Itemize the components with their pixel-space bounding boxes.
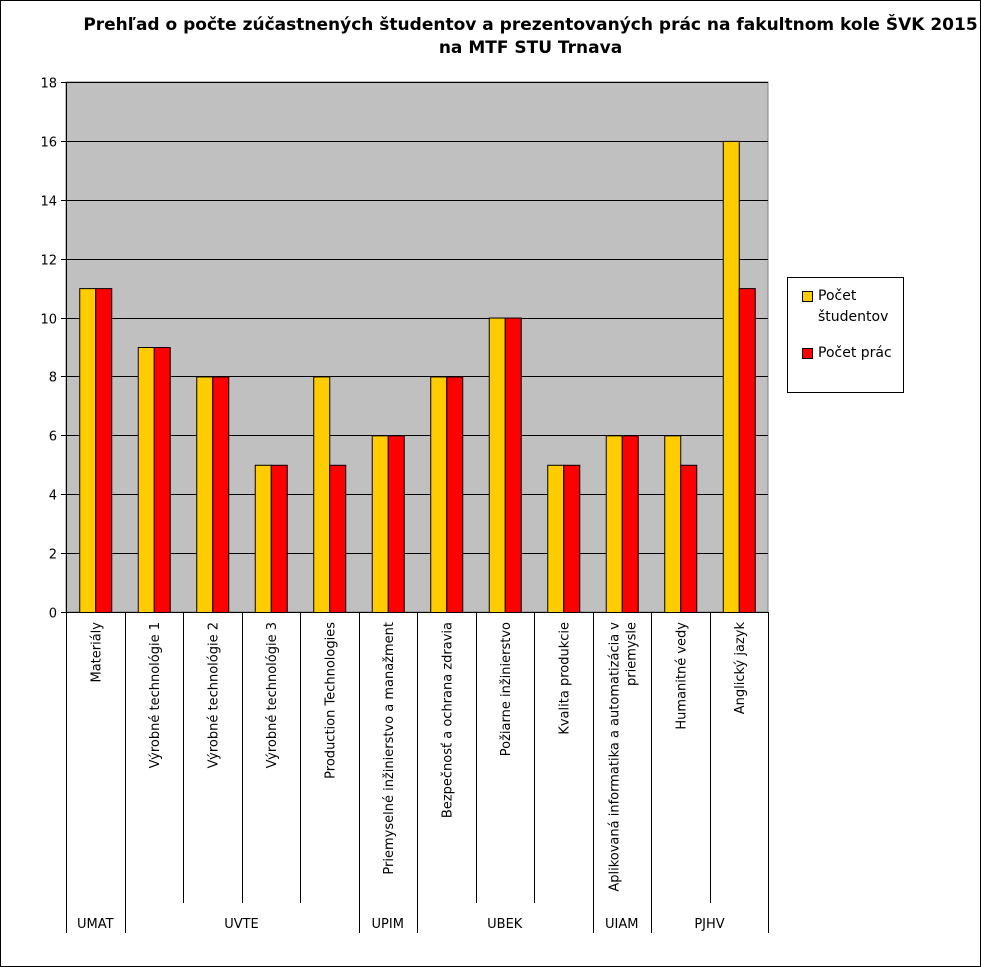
legend-item-works: Počet prác	[802, 343, 898, 364]
chart-title-line-2: na MTF STU Trnava	[438, 38, 623, 58]
category-label: Materiály	[89, 622, 104, 683]
bar-works	[504, 317, 522, 613]
legend-label-works: Počet prác	[818, 345, 892, 361]
bar-works	[387, 435, 405, 614]
category-label: Bezpečnosť a ochrana zdravia	[440, 622, 455, 818]
y-tick-label: 2	[49, 548, 57, 563]
y-tick-label: 4	[49, 489, 57, 504]
y-tick-label: 12	[40, 254, 57, 269]
group-label: UPIM	[372, 917, 404, 932]
bar-works	[446, 376, 464, 614]
bar-works	[738, 288, 756, 613]
category-label: Anglický jazyk	[733, 622, 748, 715]
group-label: UVTE	[224, 917, 259, 932]
bar-works	[270, 464, 288, 613]
bar-students	[430, 376, 448, 614]
bar-works	[621, 435, 639, 614]
chart-title: Prehľad o počte zúčastnených študentov a…	[0, 14, 981, 60]
category-label: Aplikovaná informatika a automatizácia v	[607, 622, 622, 892]
category-label: Požiarne inžinierstvo	[499, 622, 514, 756]
group-label: UIAM	[605, 917, 638, 932]
bar-students	[137, 347, 155, 613]
y-tick-label: 14	[40, 195, 57, 210]
category-label: priemysle	[624, 622, 639, 686]
category-label: Production Technologies	[323, 622, 338, 779]
bar-students	[254, 464, 272, 613]
y-tick-label: 16	[40, 136, 57, 151]
y-tick-label: 18	[40, 77, 57, 92]
legend: Počet študentov Počet prác	[787, 277, 904, 393]
group-label: PJHV	[694, 917, 724, 932]
legend-label-students: Počet študentov	[818, 288, 889, 325]
y-tick-label: 6	[49, 430, 57, 445]
bar-students	[547, 464, 565, 613]
bar-students	[371, 435, 389, 614]
bar-works	[563, 464, 581, 613]
bar-students	[664, 435, 682, 614]
y-tick-label: 0	[49, 607, 57, 622]
category-label: Výrobné technológie 1	[148, 622, 163, 768]
group-label: UBEK	[487, 917, 523, 932]
bar-students	[196, 376, 214, 614]
chart-title-line-1: Prehľad o počte zúčastnených študentov a…	[83, 15, 978, 35]
bar-students	[79, 288, 97, 613]
group-label: UMAT	[77, 917, 114, 932]
y-tick-label: 8	[49, 371, 57, 386]
y-tick-label: 10	[40, 313, 57, 328]
category-label: Výrobné technológie 3	[265, 622, 280, 768]
bar-works	[153, 347, 171, 613]
legend-swatch-students	[802, 291, 813, 302]
category-label: Výrobné technológie 2	[206, 622, 221, 768]
category-label: Kvalita produkcie	[557, 622, 572, 735]
bar-works	[329, 464, 347, 613]
bar-students	[313, 376, 331, 614]
bar-students	[722, 140, 740, 613]
bar-works	[680, 464, 698, 613]
bar-students	[488, 317, 506, 613]
plot-area	[65, 81, 769, 613]
category-label: Humanitné vedy	[674, 622, 689, 730]
bar-students	[605, 435, 623, 614]
category-label: Priemyselné inžinierstvo a manažment	[382, 622, 397, 875]
bar-works	[95, 288, 113, 613]
legend-swatch-works	[802, 348, 813, 359]
bar-works	[212, 376, 230, 614]
legend-item-students: Počet študentov	[802, 286, 898, 328]
